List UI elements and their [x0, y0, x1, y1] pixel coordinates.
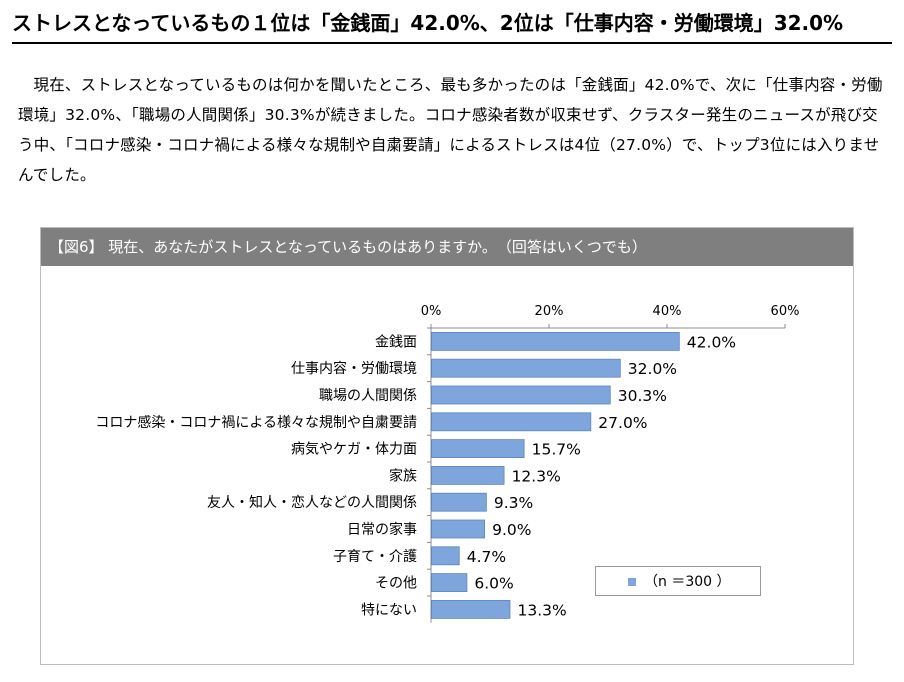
- x-tick-label: 20%: [535, 304, 564, 319]
- category-label: コロナ感染・コロナ禍による様々な規制や自粛要請: [95, 414, 417, 431]
- category-label: 病気やケガ・体力面: [291, 442, 417, 458]
- headline: ストレスとなっているもの１位は「金銭面」42.0%、2位は「仕事内容・労働環境」…: [12, 6, 892, 44]
- bar: [431, 331, 680, 351]
- category-label: 友人・知人・恋人などの人間関係: [207, 494, 417, 511]
- category-label: 職場の人間関係: [319, 388, 417, 404]
- bar: [431, 546, 460, 566]
- category-label: 金銭面: [375, 334, 417, 350]
- category-label: 子育て・介護: [333, 549, 417, 565]
- bar: [431, 439, 525, 459]
- value-label: 13.3%: [517, 601, 566, 619]
- category-label: 日常の家事: [347, 521, 417, 538]
- legend-swatch: [628, 578, 636, 586]
- value-label: 6.0%: [474, 575, 513, 593]
- bar: [431, 492, 487, 512]
- value-label: 4.7%: [467, 548, 506, 566]
- bar: [431, 573, 468, 592]
- bar: [431, 412, 592, 432]
- x-tick-label: 60%: [771, 304, 800, 319]
- value-label: 9.3%: [494, 494, 533, 512]
- body-paragraph: 現在、ストレスとなっているものは何かを聞いたところ、最も多かったのは「金銭面」4…: [18, 76, 883, 184]
- legend-label: （n ＝300 ）: [644, 574, 731, 590]
- legend: （n ＝300 ）: [595, 566, 761, 596]
- value-label: 12.3%: [512, 467, 561, 485]
- body-text: 現在、ストレスとなっているものは何かを聞いたところ、最も多かったのは「金銭面」4…: [18, 70, 888, 190]
- value-label: 30.3%: [618, 387, 667, 405]
- category-label: 仕事内容・労働環境: [291, 360, 417, 377]
- bar: [431, 385, 611, 405]
- value-label: 27.0%: [598, 414, 647, 432]
- category-label: 特にない: [361, 602, 417, 618]
- bar: [431, 600, 511, 619]
- bar: [431, 465, 505, 485]
- value-label: 15.7%: [532, 441, 581, 459]
- category-label: 家族: [389, 467, 417, 484]
- bar: [431, 519, 485, 539]
- x-tick-label: 40%: [653, 304, 682, 319]
- x-tick-label: 0%: [421, 304, 442, 319]
- value-label: 9.0%: [492, 521, 531, 539]
- figure-title: 【図6】 現在、あなたがストレスとなっているものはありますか。 （回答はいくつで…: [41, 228, 853, 266]
- value-label: 42.0%: [687, 333, 736, 351]
- value-label: 32.0%: [628, 360, 677, 378]
- category-label: その他: [375, 576, 417, 592]
- bar: [431, 358, 621, 378]
